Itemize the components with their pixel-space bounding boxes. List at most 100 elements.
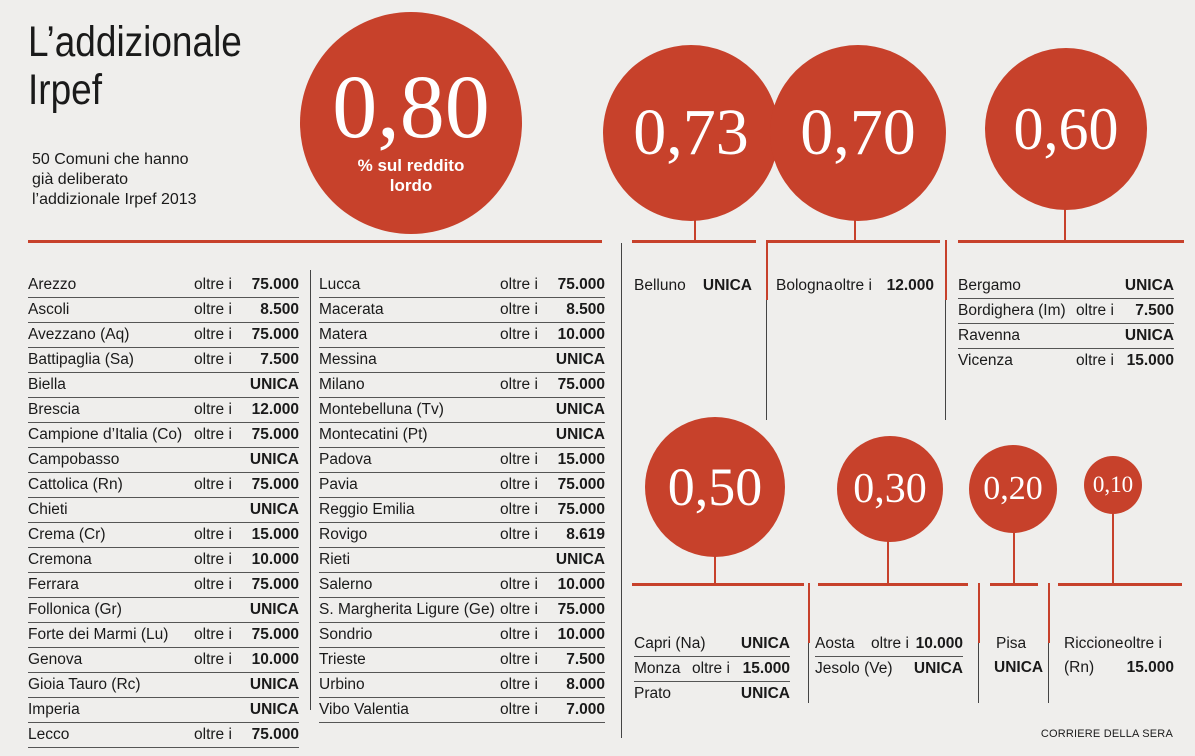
table-010: Riccione oltre i (Rn) 15.000	[1064, 632, 1174, 680]
city-name: Pisa	[996, 635, 1027, 652]
threshold-prefix: oltre i	[194, 276, 232, 293]
table-row: Vibo Valentia oltre i 7.000	[319, 698, 605, 723]
column-divider	[945, 300, 946, 420]
table-row: Arezzo oltre i 75.000	[28, 273, 299, 298]
table-row: Riccione oltre i	[1064, 632, 1174, 656]
rate-value: 0,60	[1013, 95, 1119, 162]
rate-circle-070: 0,70	[770, 45, 946, 221]
city-name: Rovigo	[319, 526, 368, 543]
threshold-prefix: oltre i	[194, 576, 232, 593]
city-name: Trieste	[319, 651, 366, 668]
table-080-col1: Arezzo oltre i 75.000 Ascoli oltre i 8.500 Ave…	[28, 273, 299, 748]
threshold-prefix: oltre i	[1076, 352, 1114, 369]
city-name: Ferrara	[28, 576, 79, 593]
city-name: Ravenna	[958, 327, 1021, 344]
threshold-value: UNICA	[249, 376, 299, 393]
stem-070	[854, 210, 856, 240]
table-row: Prato UNICA	[634, 682, 790, 706]
city-name: Macerata	[319, 301, 384, 318]
threshold-prefix: oltre i	[692, 660, 730, 677]
city-name: Pavia	[319, 476, 358, 493]
table-row: Salerno oltre i 10.000	[319, 573, 605, 598]
threshold-value: 10.000	[557, 626, 605, 643]
stem-030	[887, 540, 889, 583]
rate-circle-050: 0,50	[645, 417, 785, 557]
threshold-prefix: oltre i	[500, 451, 538, 468]
threshold-prefix: oltre i	[194, 301, 232, 318]
threshold-prefix: oltre i	[500, 301, 538, 318]
stem-020	[1013, 520, 1015, 583]
city-name: Montebelluna (Tv)	[319, 401, 444, 418]
table-row: Monza oltre i 15.000	[634, 657, 790, 682]
table-row: Pisa UNICA	[994, 632, 1043, 680]
table-row: Battipaglia (Sa) oltre i 7.500	[28, 348, 299, 373]
threshold-prefix: oltre i	[500, 576, 538, 593]
city-name: Montecatini (Pt)	[319, 426, 428, 443]
city-name: Cremona	[28, 551, 92, 568]
table-row: Ravenna UNICA	[958, 324, 1174, 349]
rate-circle-010: 0,10	[1084, 456, 1142, 514]
stem-060	[1064, 200, 1066, 240]
threshold-value: 12.000	[886, 277, 934, 294]
table-050: Capri (Na) UNICA Monza oltre i 15.000 Prato UN…	[634, 632, 790, 706]
city-name: Rieti	[319, 551, 351, 568]
column-divider	[766, 300, 767, 420]
baseline-080	[28, 240, 602, 243]
baseline-030	[818, 583, 968, 586]
city-name: Matera	[319, 326, 368, 343]
table-row: Urbino oltre i 8.000	[319, 673, 605, 698]
threshold-prefix: oltre i	[500, 701, 538, 718]
table-row: Reggio Emilia oltre i 75.000	[319, 498, 605, 523]
threshold-value: 10.000	[251, 651, 299, 668]
table-row: Biella UNICA	[28, 373, 299, 398]
threshold-value: UNICA	[1124, 277, 1174, 294]
baseline-020	[990, 583, 1038, 586]
city-name: Lucca	[319, 276, 361, 293]
city-name: S. Margherita Ligure (Ge)	[319, 601, 495, 618]
city-name: Aosta	[815, 635, 855, 652]
threshold-value: UNICA	[740, 635, 790, 652]
table-row: Avezzano (Aq) oltre i 75.000	[28, 323, 299, 348]
threshold-value: 7.500	[566, 651, 605, 668]
column-divider	[1048, 643, 1049, 703]
baseline-073	[632, 240, 756, 243]
threshold-value: UNICA	[249, 701, 299, 718]
threshold-value: 10.000	[557, 326, 605, 343]
baseline-010	[1058, 583, 1182, 586]
table-row: Ascoli oltre i 8.500	[28, 298, 299, 323]
table-row: Trieste oltre i 7.500	[319, 648, 605, 673]
threshold-value: UNICA	[249, 501, 299, 518]
column-divider	[621, 243, 622, 738]
rate-value: 0,50	[667, 457, 763, 517]
table-row: Milano oltre i 75.000	[319, 373, 605, 398]
city-name: Monza	[634, 660, 681, 677]
threshold-value: 75.000	[251, 626, 299, 643]
rate-value: 0,73	[633, 96, 749, 169]
threshold-value: 8.500	[260, 301, 299, 318]
table-row: Lucca oltre i 75.000	[319, 273, 605, 298]
table-row: Rovigo oltre i 8.619	[319, 523, 605, 548]
threshold-value: 12.000	[251, 401, 299, 418]
threshold-prefix: oltre i	[500, 276, 538, 293]
threshold-prefix: oltre i	[194, 651, 232, 668]
rate-value: 0,80	[332, 58, 490, 157]
table-070: Bologna oltre i 12.000	[776, 274, 934, 298]
rate-circle-060: 0,60	[985, 48, 1147, 210]
city-name: Messina	[319, 351, 377, 368]
table-073: Belluno UNICA	[634, 274, 752, 298]
divider	[945, 240, 947, 300]
city-name: Avezzano (Aq)	[28, 326, 130, 343]
subtitle-line-2: già deliberato	[32, 171, 129, 188]
threshold-prefix: oltre i	[194, 326, 232, 343]
threshold-value: 8.619	[566, 526, 605, 543]
city-name: Arezzo	[28, 276, 77, 293]
rate-value: 0,20	[983, 470, 1043, 507]
city-name: Genova	[28, 651, 83, 668]
city-name: Follonica (Gr)	[28, 601, 122, 618]
threshold-value: UNICA	[249, 601, 299, 618]
threshold-prefix: oltre i	[500, 651, 538, 668]
column-divider	[808, 643, 809, 703]
city-name: Biella	[28, 376, 66, 393]
table-row: Ferrara oltre i 75.000	[28, 573, 299, 598]
city-name: Vicenza	[958, 352, 1013, 369]
